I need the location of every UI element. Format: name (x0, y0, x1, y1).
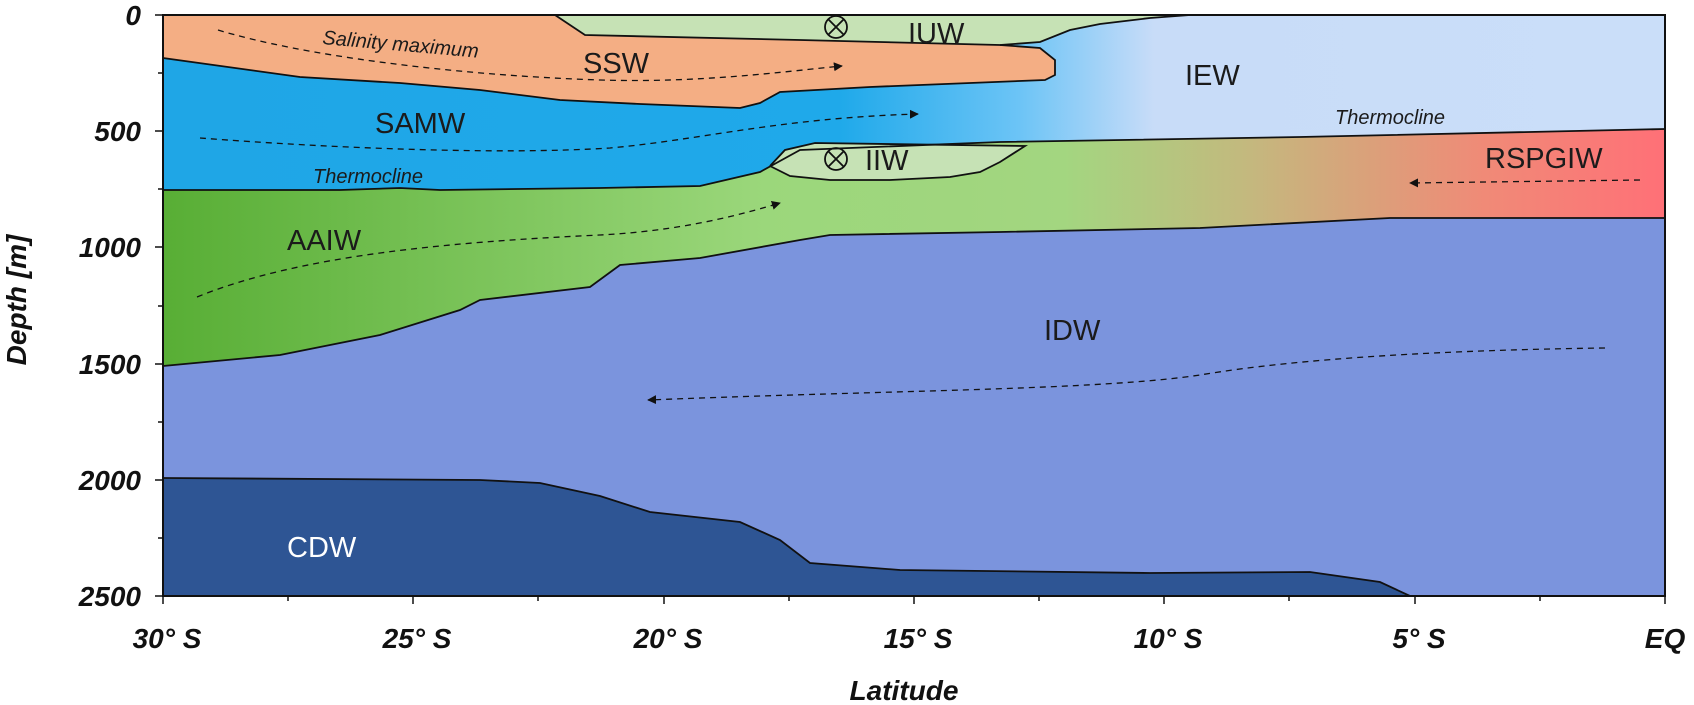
x-tick-label: 25° S (382, 623, 452, 654)
aaiw-label: AAIW (287, 225, 362, 257)
iuw-boundary (554, 14, 1191, 46)
y-axis-title: Depth [m] (1, 233, 32, 365)
ssw-label: SSW (583, 48, 650, 80)
ssw-region (163, 15, 1055, 108)
cdw-label: CDW (287, 532, 357, 564)
iiw-region (770, 143, 1025, 180)
ssw-flow-arrow (217, 29, 843, 82)
y-tick-label: 2500 (78, 581, 142, 612)
x-axis-title: Latitude (850, 675, 959, 705)
thermocline-annotation-right: Thermocline (1335, 107, 1445, 129)
aaiw-lower-boundary (162, 217, 1665, 367)
x-tick-label: 20° S (633, 623, 703, 654)
y-tick-label: 1000 (79, 232, 142, 263)
y-tick-label: 2000 (78, 465, 142, 496)
rspgiw-flow-arrow (1409, 178, 1641, 188)
rspgiw-label: RSPGIW (1485, 143, 1603, 175)
x-tick-label: 10° S (1134, 623, 1203, 654)
thermocline-boundary (163, 128, 1666, 191)
x-tick-label: 5° S (1392, 623, 1446, 654)
ssw-lower-boundary (162, 44, 1056, 109)
x-tick-label: 15° S (884, 623, 953, 654)
aaiw-flow-arrow (196, 201, 781, 298)
y-tick-label: 500 (94, 116, 141, 147)
x-tick-label: EQ (1645, 623, 1686, 654)
y-tick-label: 0 (125, 0, 141, 31)
iuw-label: IUW (908, 18, 965, 50)
iiw-boundary (769, 142, 1029, 181)
x-axis (162, 596, 1666, 604)
iew-label: IEW (1185, 60, 1240, 92)
aaiw-rspgiw-region (163, 129, 1665, 366)
idw-label: IDW (1044, 315, 1101, 347)
x-tick-label: 30° S (133, 623, 202, 654)
iiw-into-page-icon (824, 147, 848, 171)
cdw-region (163, 478, 1410, 596)
idw-flow-arrow (647, 347, 1606, 405)
iiw-label: IIW (865, 145, 909, 177)
thermocline-annotation-left: Thermocline (313, 166, 423, 188)
cdw-upper-boundary (162, 477, 1411, 597)
samw-flow-arrow (199, 109, 919, 152)
samw-label: SAMW (375, 108, 466, 140)
y-tick-label: 1500 (79, 349, 142, 380)
y-axis (155, 14, 163, 597)
